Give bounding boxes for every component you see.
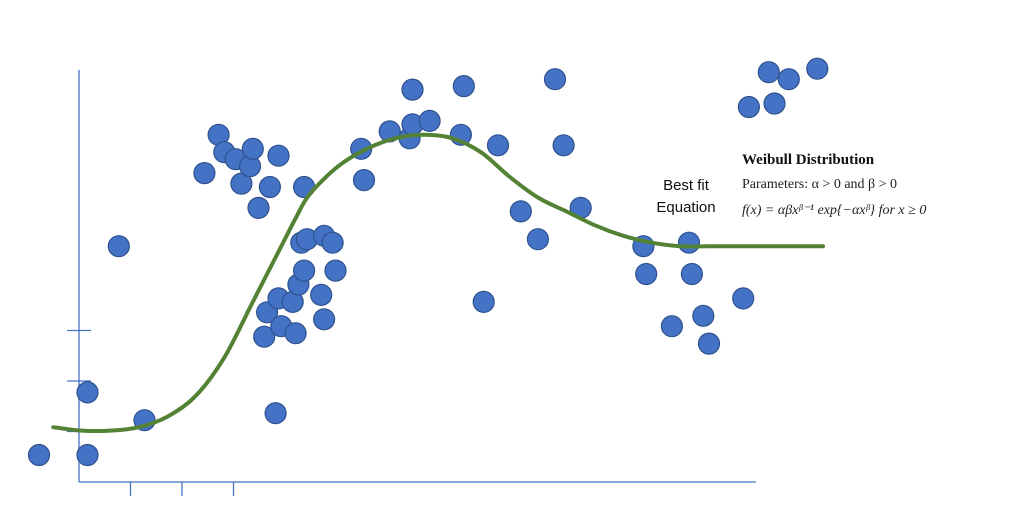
data-point: [806, 57, 829, 80]
data-point: [526, 228, 550, 251]
data-point: [284, 322, 307, 345]
weibull-formula: f(x) = αβxᵝ⁻¹ exp{−αxᵝ} for x ≥ 0: [742, 203, 926, 218]
data-point: [253, 325, 276, 348]
data-point: [247, 196, 270, 219]
data-point: [267, 144, 290, 167]
data-point: [313, 308, 336, 331]
data-point: [486, 134, 510, 157]
best-fit-annotation: Best fit Equation: [656, 177, 715, 216]
data-point: [680, 262, 704, 286]
data-point: [452, 74, 475, 98]
weibull-info-box: Weibull Distribution Parameters: α > 0 a…: [742, 152, 926, 218]
data-point: [737, 95, 761, 119]
weibull-title: Weibull Distribution: [742, 152, 875, 168]
data-point: [635, 262, 658, 286]
weibull-parameters: Parameters: α > 0 and β > 0: [742, 177, 897, 192]
data-point: [660, 315, 684, 338]
data-point: [324, 259, 347, 282]
data-point: [76, 381, 99, 404]
data-point: [76, 443, 99, 467]
data-point: [757, 61, 780, 84]
data-point: [27, 443, 51, 467]
data-point: [293, 259, 316, 282]
data-point: [543, 68, 567, 91]
data-point: [321, 231, 344, 254]
data-point: [677, 231, 701, 254]
data-point: [107, 235, 130, 258]
data-point: [352, 169, 376, 192]
data-point: [552, 134, 575, 157]
fit-curve: [51, 132, 825, 434]
best-fit-label-line1: Best fit: [663, 177, 710, 194]
data-point: [697, 332, 721, 355]
data-point: [241, 137, 264, 160]
data-point: [763, 92, 786, 115]
data-point: [310, 283, 333, 306]
data-point: [401, 78, 424, 101]
data-point: [472, 290, 495, 313]
fit-curve-group: [51, 132, 825, 434]
data-point: [777, 68, 800, 91]
data-points: [27, 57, 829, 467]
data-point: [193, 162, 216, 185]
data-point: [509, 200, 532, 223]
data-point: [692, 304, 715, 327]
best-fit-label-line2: Equation: [656, 199, 715, 216]
data-point: [258, 175, 281, 199]
data-point: [264, 402, 287, 425]
data-point: [418, 109, 441, 133]
data-point: [732, 287, 755, 310]
